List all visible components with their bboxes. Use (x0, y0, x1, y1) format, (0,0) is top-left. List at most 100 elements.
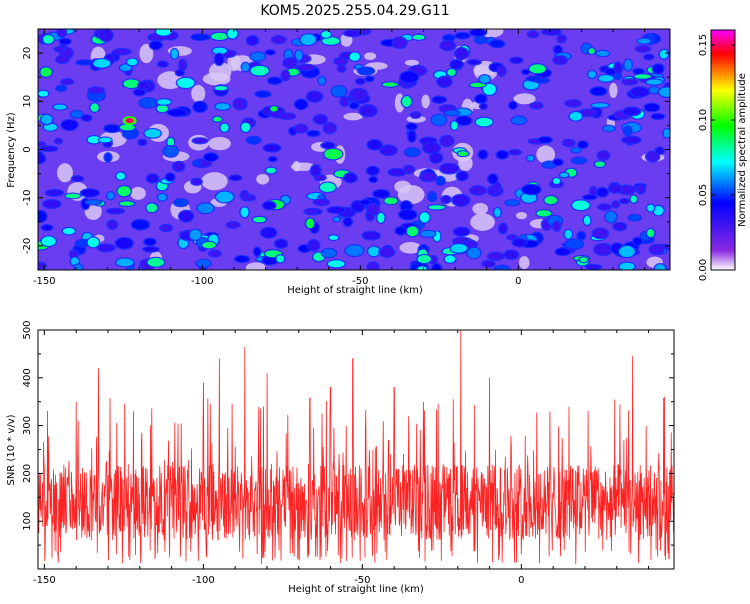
heatmap-cell (107, 208, 124, 214)
heatmap-cell (256, 173, 270, 185)
heatmap-cell (204, 153, 218, 161)
heatmap-cell (139, 43, 154, 64)
heatmap-cell (509, 150, 521, 155)
heatmap-cell (337, 65, 346, 72)
heatmap-cell (284, 49, 293, 60)
heatmap-cell (202, 241, 216, 249)
heatmap-cell (345, 245, 364, 256)
y-tick-label: 0 (22, 146, 33, 152)
heatmap-cell (53, 104, 67, 110)
heatmap-cell (176, 70, 184, 76)
heatmap-cell (652, 114, 664, 120)
heatmap-cell (563, 139, 575, 147)
heatmap-cell (201, 172, 228, 191)
heatmap-cell (588, 71, 596, 79)
heatmap-cell (208, 62, 232, 82)
heatmap-cell (528, 31, 538, 38)
heatmap-cell (527, 155, 534, 161)
heatmap-cell (120, 64, 132, 71)
heatmap-cell (529, 64, 546, 74)
heatmap-cell (81, 189, 99, 197)
heatmap-cell (470, 186, 486, 195)
snr-y-axis: 100 200 300 400 500 (22, 320, 674, 546)
heatmap-cell (367, 166, 379, 175)
heatmap-cell (419, 212, 430, 223)
heatmap-cell (57, 29, 66, 37)
heatmap-cell (472, 202, 489, 215)
heatmap-cell (598, 204, 611, 210)
heatmap-y-axis-label: Frequency (Hz) (6, 112, 17, 188)
heatmap-cell (90, 103, 99, 112)
heatmap-cell (107, 192, 114, 200)
heatmap-cell (367, 140, 382, 150)
heatmap-cell (138, 139, 146, 145)
heatmap-cell (417, 266, 427, 270)
heatmap-cell (179, 59, 186, 71)
heatmap-cell (406, 226, 419, 237)
heatmap-cell (38, 262, 46, 269)
heatmap-cell (364, 52, 377, 61)
heatmap-cell (46, 190, 63, 196)
heatmap-cell (104, 153, 112, 162)
heatmap-cell (659, 49, 668, 59)
heatmap-cell (268, 77, 282, 84)
y-tick-label: -20 (22, 238, 33, 254)
heatmap-cell (444, 110, 459, 116)
heatmap-cell (402, 96, 412, 107)
colorbar-tick-label: 0.00 (698, 259, 709, 281)
heatmap-cell (40, 146, 58, 152)
heatmap-cell (235, 256, 249, 263)
heatmap-cell (583, 195, 597, 200)
heatmap-cell (488, 174, 498, 184)
heatmap-cell (644, 54, 654, 60)
heatmap-x-axis: -150 -100 -50 0 (33, 29, 646, 287)
heatmap-cell (475, 117, 493, 127)
heatmap-cell (107, 220, 117, 229)
heatmap-cell (369, 177, 377, 183)
heatmap-cells (38, 29, 670, 270)
heatmap-cell (144, 129, 161, 138)
heatmap-cell (436, 176, 445, 186)
heatmap-cell (171, 49, 178, 59)
heatmap-cell (655, 264, 666, 270)
heatmap-cell (594, 243, 613, 255)
heatmap-cell (649, 87, 660, 94)
heatmap-cell (483, 83, 496, 95)
heatmap-cell (470, 213, 495, 231)
heatmap-cell (444, 255, 456, 263)
heatmap-cell (614, 62, 622, 74)
heatmap-cell (619, 262, 635, 270)
heatmap-cell (193, 101, 207, 113)
heatmap-cell (43, 200, 61, 208)
heatmap-cell (360, 200, 371, 205)
heatmap-cell (65, 193, 81, 199)
heatmap-cell (72, 176, 83, 181)
heatmap-cell (306, 218, 315, 229)
heatmap-cell (553, 177, 560, 185)
heatmap-cell (163, 146, 178, 157)
heatmap-cell (275, 239, 287, 248)
heatmap-cell (263, 201, 276, 210)
heatmap-cell (633, 237, 642, 245)
y-tick-label: 500 (22, 320, 33, 339)
heatmap-plot-area (38, 29, 670, 270)
heatmap-cell (104, 125, 120, 132)
heatmap-cell (586, 264, 601, 270)
heatmap-cell (41, 236, 56, 246)
heatmap-cell (428, 192, 436, 202)
heatmap-cell (553, 221, 560, 231)
heatmap-cell (321, 249, 336, 258)
heatmap-cell (536, 210, 552, 217)
heatmap-cell (350, 88, 367, 100)
heatmap-cell (636, 185, 645, 194)
heatmap-cell (292, 161, 301, 172)
heatmap-cell (208, 136, 231, 151)
heatmap-cell (56, 56, 69, 63)
heatmap-cell (592, 228, 608, 239)
heatmap-cell (612, 201, 619, 208)
heatmap-cell (60, 39, 71, 44)
heatmap-cell (331, 86, 347, 97)
heatmap-cell (191, 34, 210, 40)
heatmap-cell (193, 161, 201, 166)
heatmap-cell (147, 174, 159, 183)
